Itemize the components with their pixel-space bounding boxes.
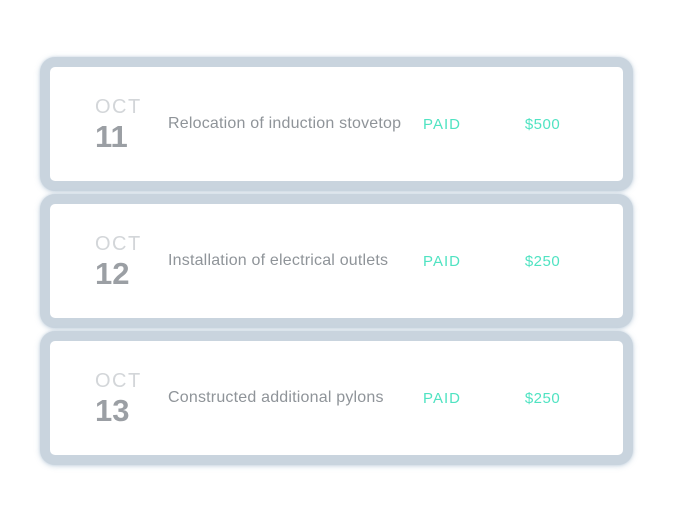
payment-card-halo: OCT 13 Constructed additional pylons PAI…: [40, 331, 633, 465]
payment-row[interactable]: OCT 11 Relocation of induction stovetop …: [50, 67, 623, 181]
payment-amount: $500: [524, 115, 561, 133]
payment-list: OCT 11 Relocation of induction stovetop …: [40, 57, 633, 465]
date-day: 11: [95, 118, 128, 154]
date-month: OCT: [95, 232, 142, 255]
date-month: OCT: [95, 369, 142, 392]
payment-description: Constructed additional pylons: [168, 389, 384, 406]
date-day: 12: [95, 255, 130, 291]
payment-amount: $250: [524, 252, 561, 270]
payment-amount: $250: [524, 389, 561, 407]
payment-row[interactable]: OCT 13 Constructed additional pylons PAI…: [50, 341, 623, 455]
date-month: OCT: [95, 95, 142, 118]
status-badge: PAID: [423, 252, 461, 270]
date-block: OCT 13: [50, 371, 168, 426]
payment-card-halo: OCT 11 Relocation of induction stovetop …: [40, 57, 633, 191]
status-badge: PAID: [423, 115, 461, 133]
payment-description: Installation of electrical outlets: [168, 252, 389, 269]
date-block: OCT 12: [50, 234, 168, 289]
date-day: 13: [95, 392, 130, 428]
payment-description: Relocation of induction stovetop: [168, 115, 402, 132]
payment-card-halo: OCT 12 Installation of electrical outlet…: [40, 194, 633, 328]
date-block: OCT 11: [50, 97, 168, 152]
status-badge: PAID: [423, 389, 461, 407]
payment-row[interactable]: OCT 12 Installation of electrical outlet…: [50, 204, 623, 318]
